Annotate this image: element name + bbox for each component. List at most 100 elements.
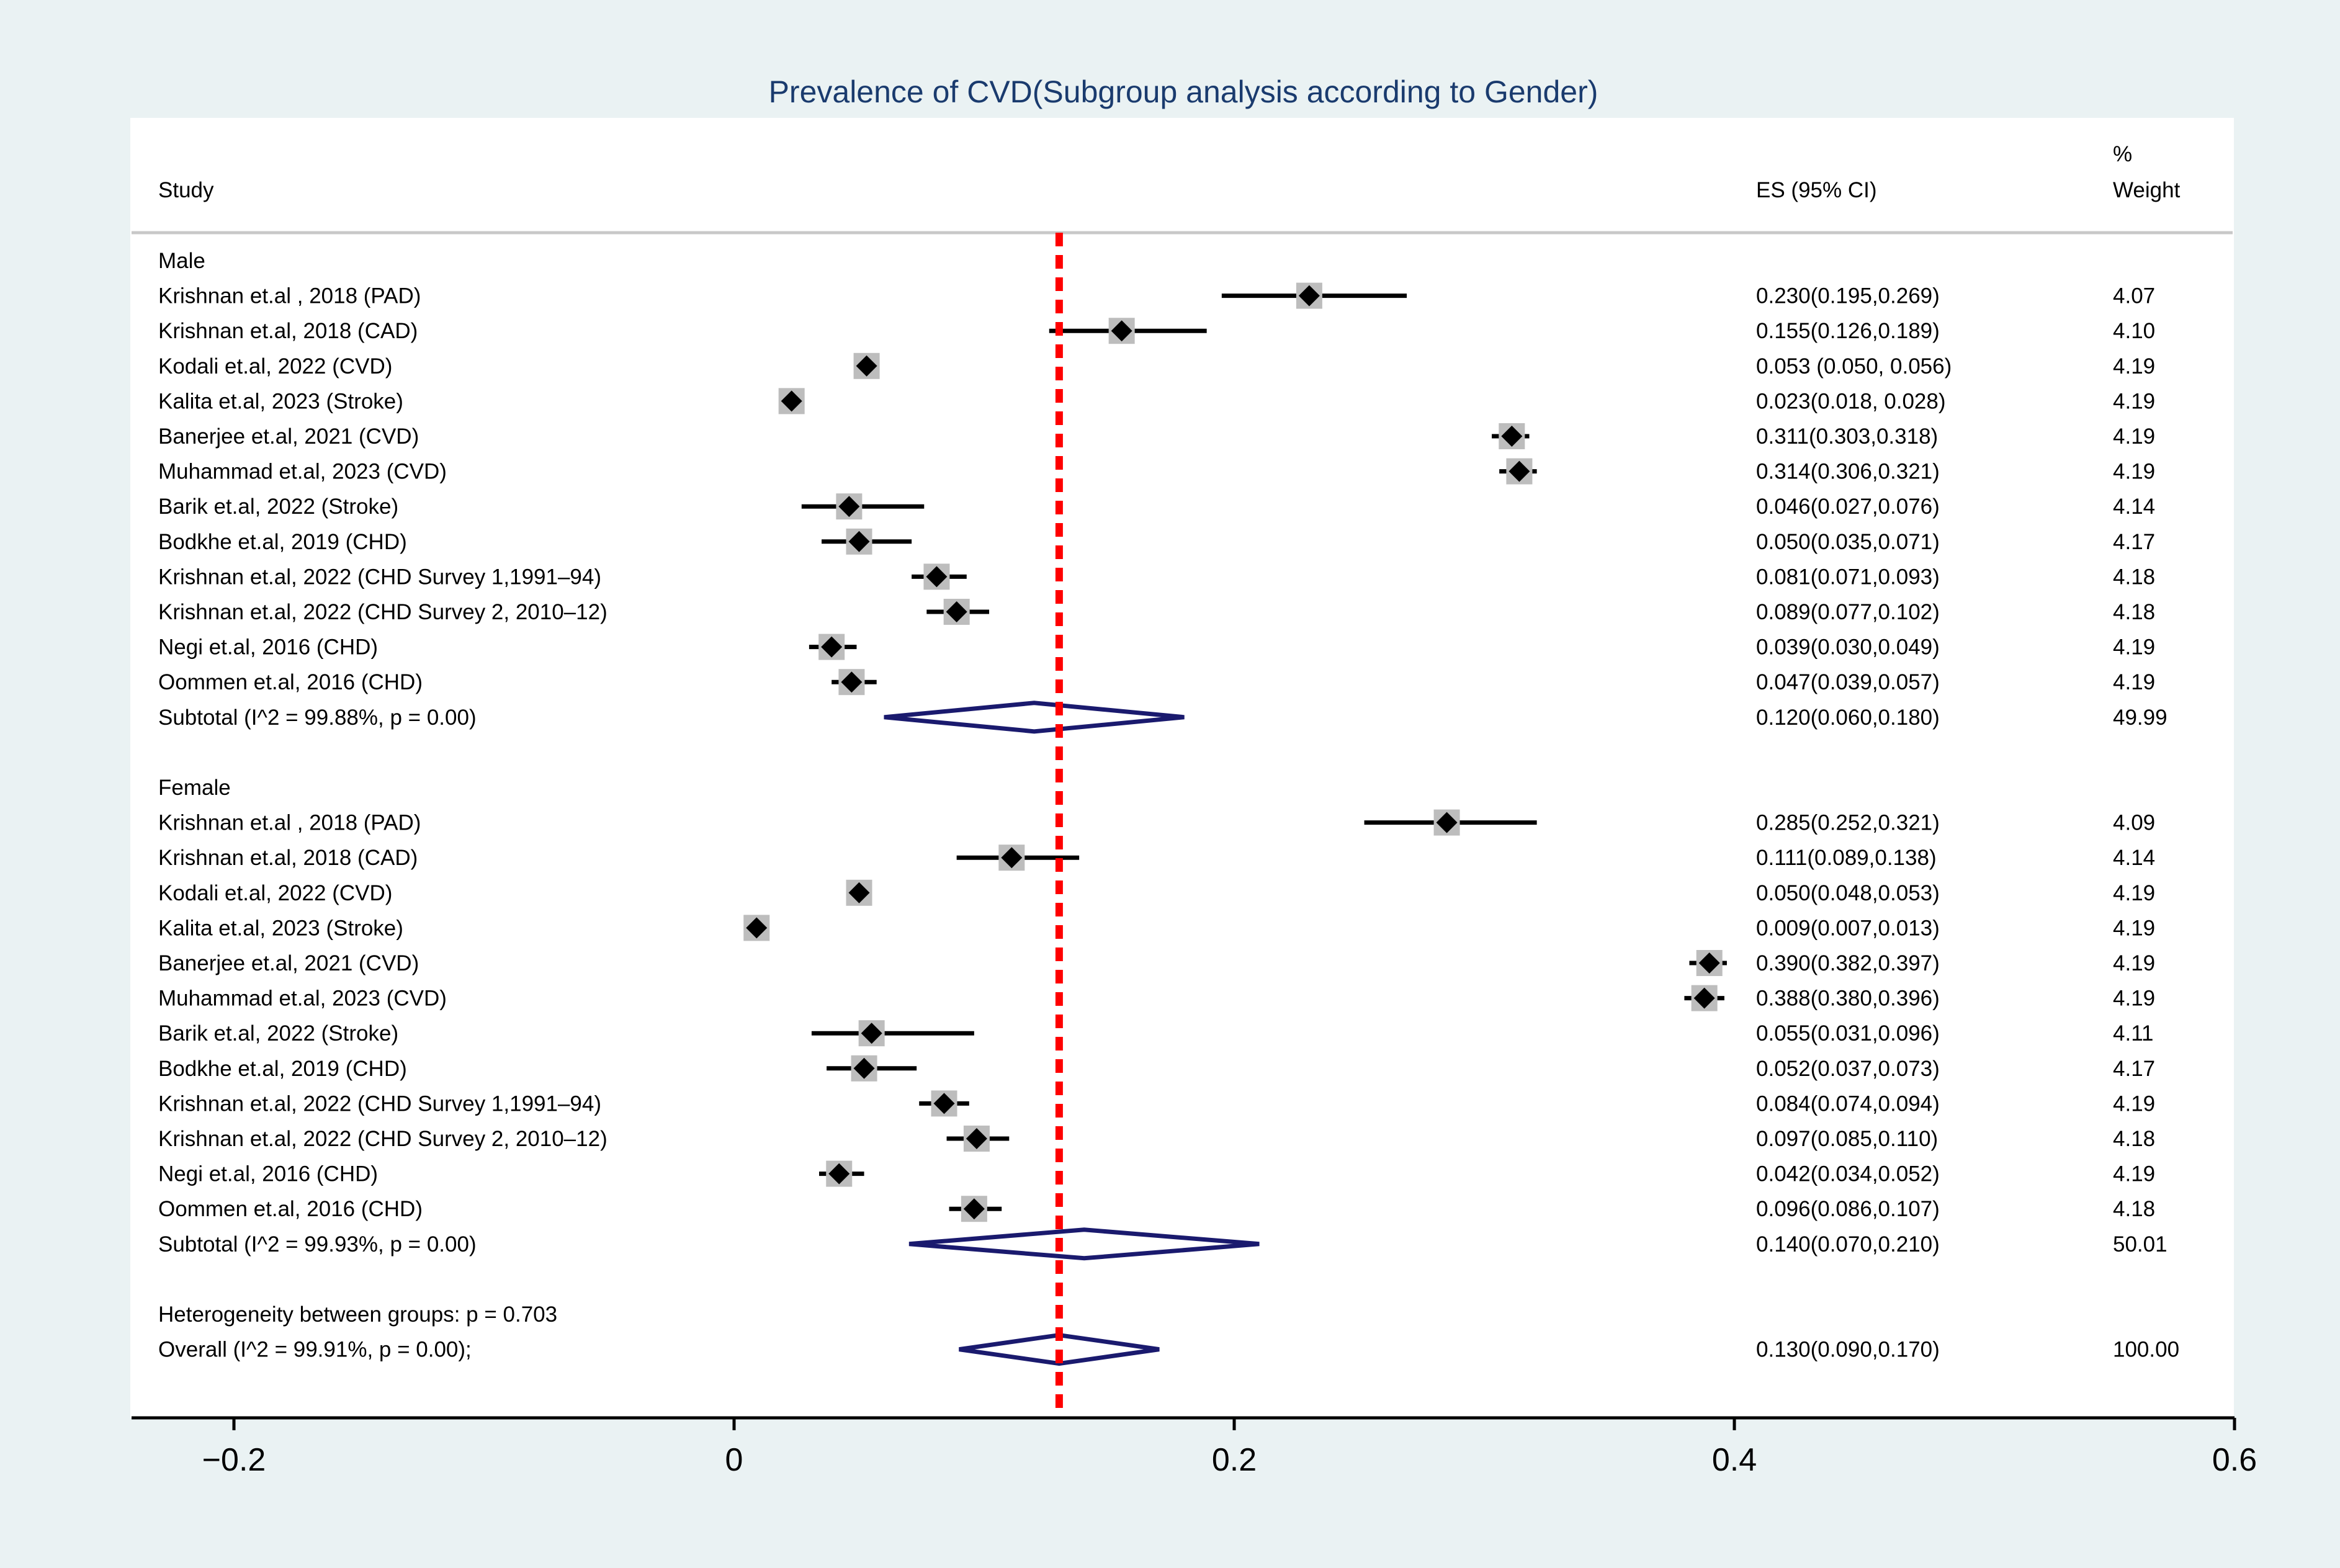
study-row-label: Negi et.al, 2016 (CHD): [158, 1162, 378, 1186]
x-tick-label: 0: [725, 1442, 743, 1478]
overall-row-es-text: 0.130(0.090,0.170): [1756, 1338, 1940, 1362]
point-estimate-marker: [1436, 812, 1458, 833]
subtotal-row-es-text: 0.140(0.070,0.210): [1756, 1232, 1940, 1257]
point-estimate-marker: [841, 671, 863, 693]
point-estimate-marker: [828, 1163, 850, 1185]
heterogeneity-text: Heterogeneity between groups: p = 0.703: [158, 1302, 557, 1327]
study-row-label: Krishnan et.al , 2018 (PAD): [158, 284, 421, 308]
study-row-weight: 4.19: [2113, 460, 2155, 484]
study-row-weight: 4.19: [2113, 1162, 2155, 1186]
study-row-weight: 4.18: [2113, 600, 2155, 624]
plot-panel: [130, 118, 2234, 1418]
point-estimate-marker: [838, 496, 860, 517]
study-row-label: Krishnan et.al, 2022 (CHD Survey 2, 2010…: [158, 1127, 607, 1151]
study-row-es-text: 0.111(0.089,0.138): [1756, 846, 1937, 870]
study-row-es-text: 0.023(0.018, 0.028): [1756, 389, 1946, 413]
point-estimate-marker: [1111, 320, 1132, 342]
study-row-weight: 4.09: [2113, 811, 2155, 835]
point-estimate-marker: [861, 1023, 882, 1044]
study-row-label: Krishnan et.al, 2022 (CHD Survey 1,1991–…: [158, 565, 601, 589]
study-row-es-text: 0.009(0.007,0.013): [1756, 916, 1940, 940]
study-row-label: Krishnan et.al, 2018 (CAD): [158, 319, 418, 343]
study-row-weight: 4.18: [2113, 565, 2155, 589]
study-row-weight: 4.19: [2113, 1091, 2155, 1116]
point-estimate-marker: [856, 355, 877, 377]
study-row-weight: 4.19: [2113, 635, 2155, 660]
overall-row-label: Overall (I^2 = 99.91%, p = 0.00);: [158, 1338, 472, 1362]
point-estimate-marker: [853, 1057, 875, 1079]
study-row-weight: 4.14: [2113, 846, 2155, 870]
x-tick-label: 0.2: [1212, 1442, 1257, 1478]
point-estimate-marker: [1698, 952, 1720, 974]
point-estimate-marker: [963, 1198, 985, 1220]
study-row-weight: 4.19: [2113, 389, 2155, 413]
point-estimate-marker: [1508, 460, 1530, 482]
study-row-es-text: 0.388(0.380,0.396): [1756, 987, 1940, 1011]
subtotal-diamond: [884, 701, 1185, 734]
study-row-label: Bodkhe et.al, 2019 (CHD): [158, 1057, 407, 1081]
study-row-weight: 4.07: [2113, 284, 2155, 308]
study-row-label: Negi et.al, 2016 (CHD): [158, 635, 378, 660]
study-row-weight: 4.19: [2113, 916, 2155, 940]
subtotal-diamond: [908, 1227, 1260, 1261]
subtotal-row-weight: 50.01: [2113, 1232, 2167, 1257]
x-tick-label: −0.2: [202, 1442, 266, 1478]
subtotal-row-label: Subtotal (I^2 = 99.88%, p = 0.00): [158, 706, 477, 730]
study-row-es-text: 0.097(0.085,0.110): [1756, 1127, 1938, 1151]
study-row-label: Krishnan et.al, 2022 (CHD Survey 2, 2010…: [158, 600, 607, 624]
x-tick-label: 0.6: [2212, 1442, 2257, 1478]
study-row-es-text: 0.050(0.035,0.071): [1756, 530, 1940, 554]
study-row-label: Oommen et.al, 2016 (CHD): [158, 670, 423, 694]
study-row-label: Bodkhe et.al, 2019 (CHD): [158, 530, 407, 554]
overall-diamond: [959, 1333, 1160, 1366]
study-row-weight: 4.17: [2113, 1057, 2155, 1081]
header-weight-percent: %: [2113, 142, 2132, 166]
study-row-weight: 4.18: [2113, 1197, 2155, 1221]
study-row-es-text: 0.052(0.037,0.073): [1756, 1057, 1940, 1081]
study-row-label: Kalita et.al, 2023 (Stroke): [158, 916, 403, 940]
point-estimate-marker: [781, 390, 802, 412]
study-row-es-text: 0.042(0.034,0.052): [1756, 1162, 1940, 1186]
study-row-es-text: 0.155(0.126,0.189): [1756, 319, 1940, 343]
study-row-label: Kodali et.al, 2022 (CVD): [158, 354, 392, 379]
study-row-weight: 4.17: [2113, 530, 2155, 554]
study-row-label: Kalita et.al, 2023 (Stroke): [158, 389, 403, 413]
study-row-weight: 4.18: [2113, 1127, 2155, 1151]
point-estimate-marker: [933, 1093, 955, 1114]
study-row-es-text: 0.046(0.027,0.076): [1756, 495, 1940, 519]
study-row-label: Banerjee et.al, 2021 (CVD): [158, 951, 419, 975]
study-row-label: Muhammad et.al, 2023 (CVD): [158, 460, 447, 484]
study-row-label: Kodali et.al, 2022 (CVD): [158, 881, 392, 905]
study-row-es-text: 0.089(0.077,0.102): [1756, 600, 1940, 624]
study-row-es-text: 0.055(0.031,0.096): [1756, 1021, 1940, 1046]
study-row-es-text: 0.047(0.039,0.057): [1756, 670, 1940, 694]
study-row-label: Barik et.al, 2022 (Stroke): [158, 495, 398, 519]
study-row-weight: 4.11: [2113, 1021, 2154, 1046]
study-row-weight: 4.19: [2113, 881, 2155, 905]
study-row-label: Krishnan et.al, 2022 (CHD Survey 1,1991–…: [158, 1091, 601, 1116]
study-row-label: Banerjee et.al, 2021 (CVD): [158, 424, 419, 449]
header-study: Study: [158, 178, 214, 202]
study-row-label: Krishnan et.al, 2018 (CAD): [158, 846, 418, 870]
point-estimate-marker: [946, 601, 967, 622]
subtotal-row-es-text: 0.120(0.060,0.180): [1756, 706, 1940, 730]
study-row-es-text: 0.230(0.195,0.269): [1756, 284, 1940, 308]
subtotal-row-weight: 49.99: [2113, 706, 2167, 730]
study-row-label: Muhammad et.al, 2023 (CVD): [158, 987, 447, 1011]
study-row-weight: 4.19: [2113, 951, 2155, 975]
header-weight: Weight: [2113, 178, 2181, 202]
study-row-es-text: 0.314(0.306,0.321): [1756, 460, 1940, 484]
study-row-weight: 4.19: [2113, 424, 2155, 449]
study-row-es-text: 0.096(0.086,0.107): [1756, 1197, 1940, 1221]
study-row-weight: 4.19: [2113, 670, 2155, 694]
point-estimate-marker: [848, 531, 870, 552]
study-row-weight: 4.10: [2113, 319, 2155, 343]
study-row-es-text: 0.053 (0.050, 0.056): [1756, 354, 1952, 379]
study-row-weight: 4.19: [2113, 354, 2155, 379]
study-row-label: Oommen et.al, 2016 (CHD): [158, 1197, 423, 1221]
point-estimate-marker: [1501, 426, 1523, 447]
group-heading: Female: [158, 776, 231, 800]
study-row-label: Krishnan et.al , 2018 (PAD): [158, 811, 421, 835]
